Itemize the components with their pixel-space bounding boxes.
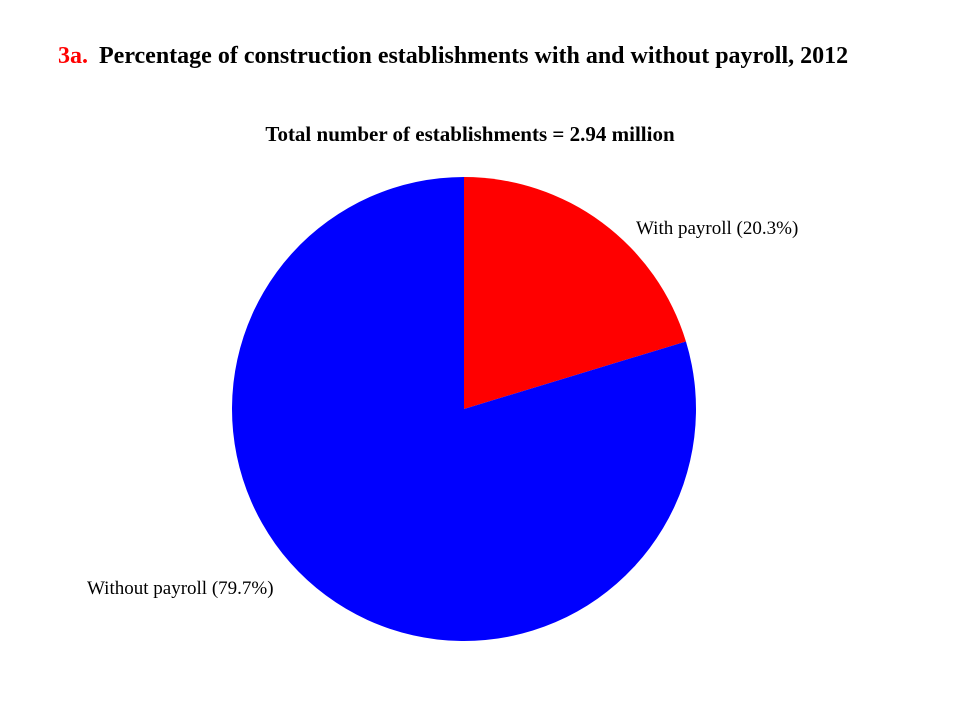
title-text: Percentage of construction establishment… (99, 43, 849, 69)
chart-subtitle: Total number of establishments = 2.94 mi… (265, 122, 675, 146)
pie-slices (231, 177, 697, 642)
pie-slice-with-payroll (464, 177, 686, 409)
pie-label-without-payroll: Without payroll (79.7%) (87, 578, 274, 599)
title-number: 3a. (58, 43, 88, 69)
pie-label-with-payroll: With payroll (20.3%) (636, 218, 798, 239)
pie-labels: With payroll (20.3%) Without payroll (79.… (87, 218, 798, 599)
pie-slice-without-payroll (231, 177, 697, 642)
